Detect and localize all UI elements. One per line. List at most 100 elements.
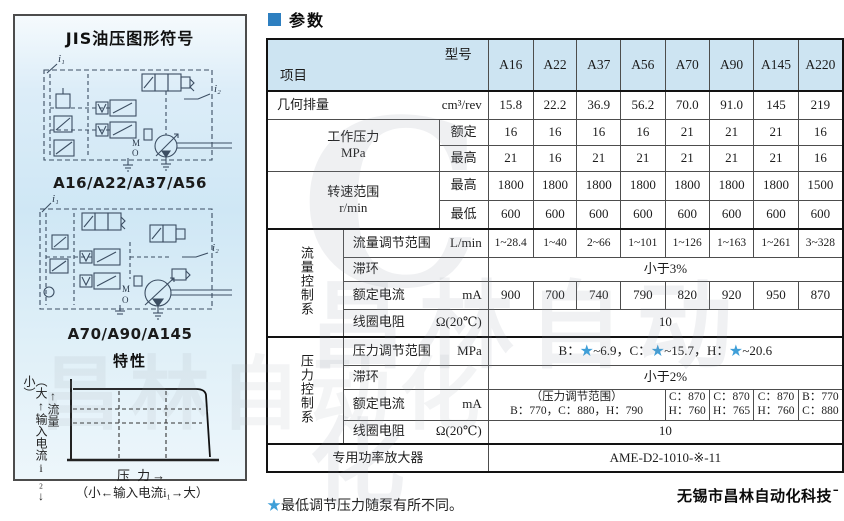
sub-label: 最高 (438, 170, 489, 201)
characteristics-chart: （大↑输入电流i₂↓小） ↑流量 压 力→ （小←输入电流i₁→大） (15, 375, 245, 505)
row-label: 流量调节范围 (352, 234, 431, 250)
star-icon: ★ (729, 342, 743, 358)
cell: 21 (664, 118, 710, 146)
diagram2-caption: A70/A90/A145 (67, 325, 193, 343)
cell: 1~40 (532, 228, 578, 258)
group-flow-control: 流量控制系 (266, 228, 344, 338)
cell: 16 (532, 144, 578, 172)
row-unit: MPa (457, 342, 482, 358)
cell: 920 (708, 280, 755, 310)
corner-model-label: 型号 (444, 47, 472, 62)
sub-label: 最低 (438, 199, 489, 230)
corner-item-label: 项目 (280, 68, 307, 84)
corner-cell: 型号 项目 (266, 38, 489, 92)
model-header: A56 (620, 38, 666, 92)
hydraulic-circuit-diagram-2: i₁ i₂ M O (39, 193, 232, 320)
section-bullet-icon (268, 12, 281, 26)
cell: 16 (797, 118, 844, 146)
diagram1-i1-label: i₁ (58, 53, 65, 65)
cell: 22.2 (532, 90, 578, 120)
row-label: 几何排量 (277, 96, 330, 112)
company-name: 无锡市昌林自动化科技¯ (676, 487, 840, 505)
diagram2-m-label: M (122, 284, 130, 294)
row-flow-hysteresis: 滞环 小于3% (267, 256, 844, 282)
cell: 219 (797, 90, 844, 120)
cell: 600 (487, 199, 534, 230)
cell: 16 (797, 144, 844, 172)
company-mark: ¯ (832, 487, 840, 505)
cell: 820 (664, 280, 710, 310)
cell: 2~66 (576, 228, 622, 258)
diagram1-o-label: O (132, 148, 139, 158)
cell: 1500 (797, 170, 844, 201)
star-icon: ★ (651, 342, 665, 358)
cell: 600 (620, 199, 666, 230)
cell: 21 (620, 144, 666, 172)
cell: 70.0 (664, 90, 710, 120)
row-label: 线圈电阻 (352, 314, 405, 330)
sub-label: 额定 (438, 118, 489, 146)
cell: 600 (532, 199, 578, 230)
table-header-row: 型号 项目 A16 A22 A37 A56 A70 A90 A145 A220 (266, 38, 844, 92)
cell: 21 (487, 144, 534, 172)
cell-merged: 小于3% (487, 256, 844, 282)
cell: 1800 (576, 170, 622, 201)
sub-label: 最高 (438, 144, 489, 172)
row-flow-range: 流量控制系 流量调节范围 L/min 1~28.4 1~40 2~66 1~10… (266, 228, 844, 338)
row-unit: cm³/rev (441, 96, 482, 112)
row-label: 线圈电阻 (352, 423, 405, 439)
cell: 21 (708, 144, 755, 172)
model-header: A22 (532, 38, 578, 92)
footnote: ★最低调节压力随泵有所不同。 (267, 499, 463, 514)
cell: 790 (620, 280, 666, 310)
diagram2-i2-label: i₂ (212, 242, 219, 254)
cell: 21 (576, 144, 622, 172)
cell: 1800 (708, 170, 755, 201)
chart-x-axis-sub-label: （小←输入电流i₁→大） (75, 486, 209, 500)
row-speed-max: 转速范围 r/min 最高 1800 1800 1800 1800 1800 1… (266, 170, 844, 230)
chart-y-axis-outer-label: （大↑输入电流i₂↓小） (22, 375, 48, 503)
row-flow-resistance: 线圈电阻 Ω(20℃) 10 (267, 308, 844, 338)
row-displacement: 几何排量 cm³/rev 15.8 22.2 36.9 56.2 70.0 91… (266, 90, 844, 120)
cell: 600 (753, 199, 799, 230)
row-press-hysteresis: 滞环 小于2% (267, 364, 844, 390)
row-label: 工作压力 (327, 128, 380, 144)
cell: 600 (576, 199, 622, 230)
model-header: A16 (487, 38, 534, 92)
pq-curve-plot (67, 379, 219, 462)
jis-symbol-panel: JIS油压图形符号 (13, 14, 247, 503)
row-unit: Ω(20℃) (435, 423, 482, 439)
cell: 36.9 (576, 90, 622, 120)
star-icon: ★ (580, 342, 594, 358)
group-pressure-control: 压力控制系 (266, 336, 344, 445)
chart-x-axis-label: 压 力→ (116, 468, 168, 483)
row-label: 滞环 (352, 260, 379, 276)
row-flow-current: 额定电流 mA 900 700 740 790 820 920 950 870 (267, 280, 844, 310)
cell: 600 (708, 199, 755, 230)
row-pressure-rated: 工作压力 MPa 额定 16 16 16 16 21 21 21 16 (266, 118, 844, 172)
model-header: A220 (797, 38, 844, 92)
cell: 145 (753, 90, 799, 120)
diagram1-i2-label: i₂ (214, 83, 221, 95)
cell: 1~101 (620, 228, 666, 258)
row-label: 转速范围 (327, 183, 380, 199)
cell: 21 (664, 144, 710, 172)
cell: 1800 (620, 170, 666, 201)
row-unit: L/min (449, 234, 482, 250)
cell: 870 (797, 280, 844, 310)
row-unit: MPa (340, 145, 366, 160)
cell: 1~126 (664, 228, 710, 258)
model-header: A145 (753, 38, 799, 92)
cell: C：870 H：765 (708, 388, 755, 421)
cell: 1800 (664, 170, 710, 201)
cell-merged: 10 (487, 308, 844, 338)
characteristics-title: 特性 (112, 352, 147, 370)
model-header: A70 (664, 38, 710, 92)
row-unit: Ω(20℃) (435, 314, 482, 330)
model-header: A90 (708, 38, 755, 92)
row-label: 额定电流 (352, 396, 405, 412)
cell: 600 (797, 199, 844, 230)
row-label: 压力调节范围 (352, 342, 431, 358)
section-title: 参数 (268, 7, 325, 31)
diagram2-o-label: O (122, 295, 129, 305)
